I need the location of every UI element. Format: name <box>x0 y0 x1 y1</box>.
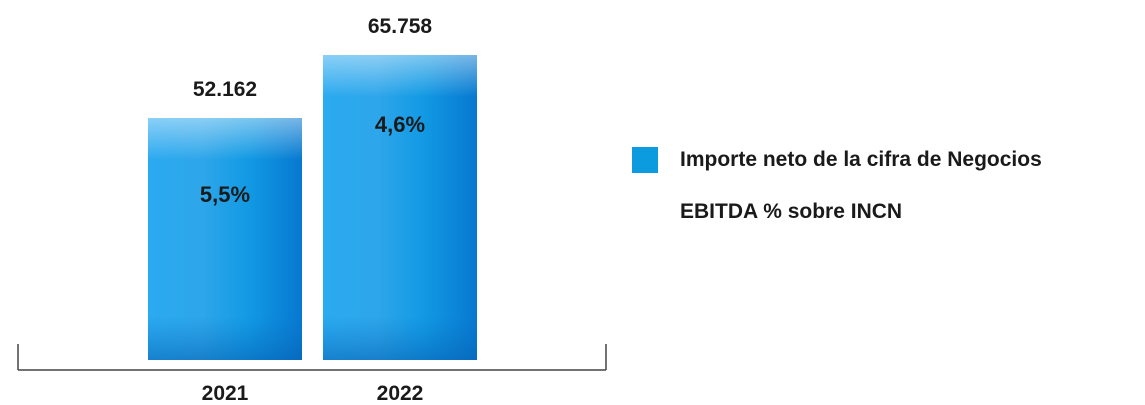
value-label-2021: 52.162 <box>193 78 257 101</box>
ebitda-label-2022: 4,6% <box>375 112 425 137</box>
bar-2021 <box>148 118 302 361</box>
bar-highlight-2021 <box>148 118 302 161</box>
legend-swatch-ebitda <box>632 199 658 225</box>
bar-shade-2022 <box>323 316 477 360</box>
bar-fill-2022 <box>323 55 477 360</box>
bars-group <box>148 55 477 361</box>
legend-swatch-importe-neto <box>632 147 658 173</box>
legend-label-ebitda: EBITDA % sobre INCN <box>680 200 903 223</box>
legend-item-ebitda: EBITDA % sobre INCN <box>632 200 1042 224</box>
legend: Importe neto de la cifra de Negocios EBI… <box>632 147 1042 224</box>
legend-item-importe-neto: Importe neto de la cifra de Negocios <box>632 147 1042 173</box>
x-tick-label-2021: 2021 <box>202 382 249 405</box>
bar-shade-2021 <box>148 316 302 360</box>
labels-group: 52.162 5,5% 2021 65.758 4,6% 2022 <box>193 15 433 405</box>
x-tick-label-2022: 2022 <box>377 382 424 405</box>
x-axis <box>17 344 607 371</box>
value-label-2022: 65.758 <box>368 15 433 38</box>
bar-2022 <box>323 55 477 360</box>
ebitda-label-2021: 5,5% <box>200 182 250 207</box>
bar-highlight-2022 <box>323 55 477 97</box>
legend-label-importe-neto: Importe neto de la cifra de Negocios <box>680 148 1042 171</box>
